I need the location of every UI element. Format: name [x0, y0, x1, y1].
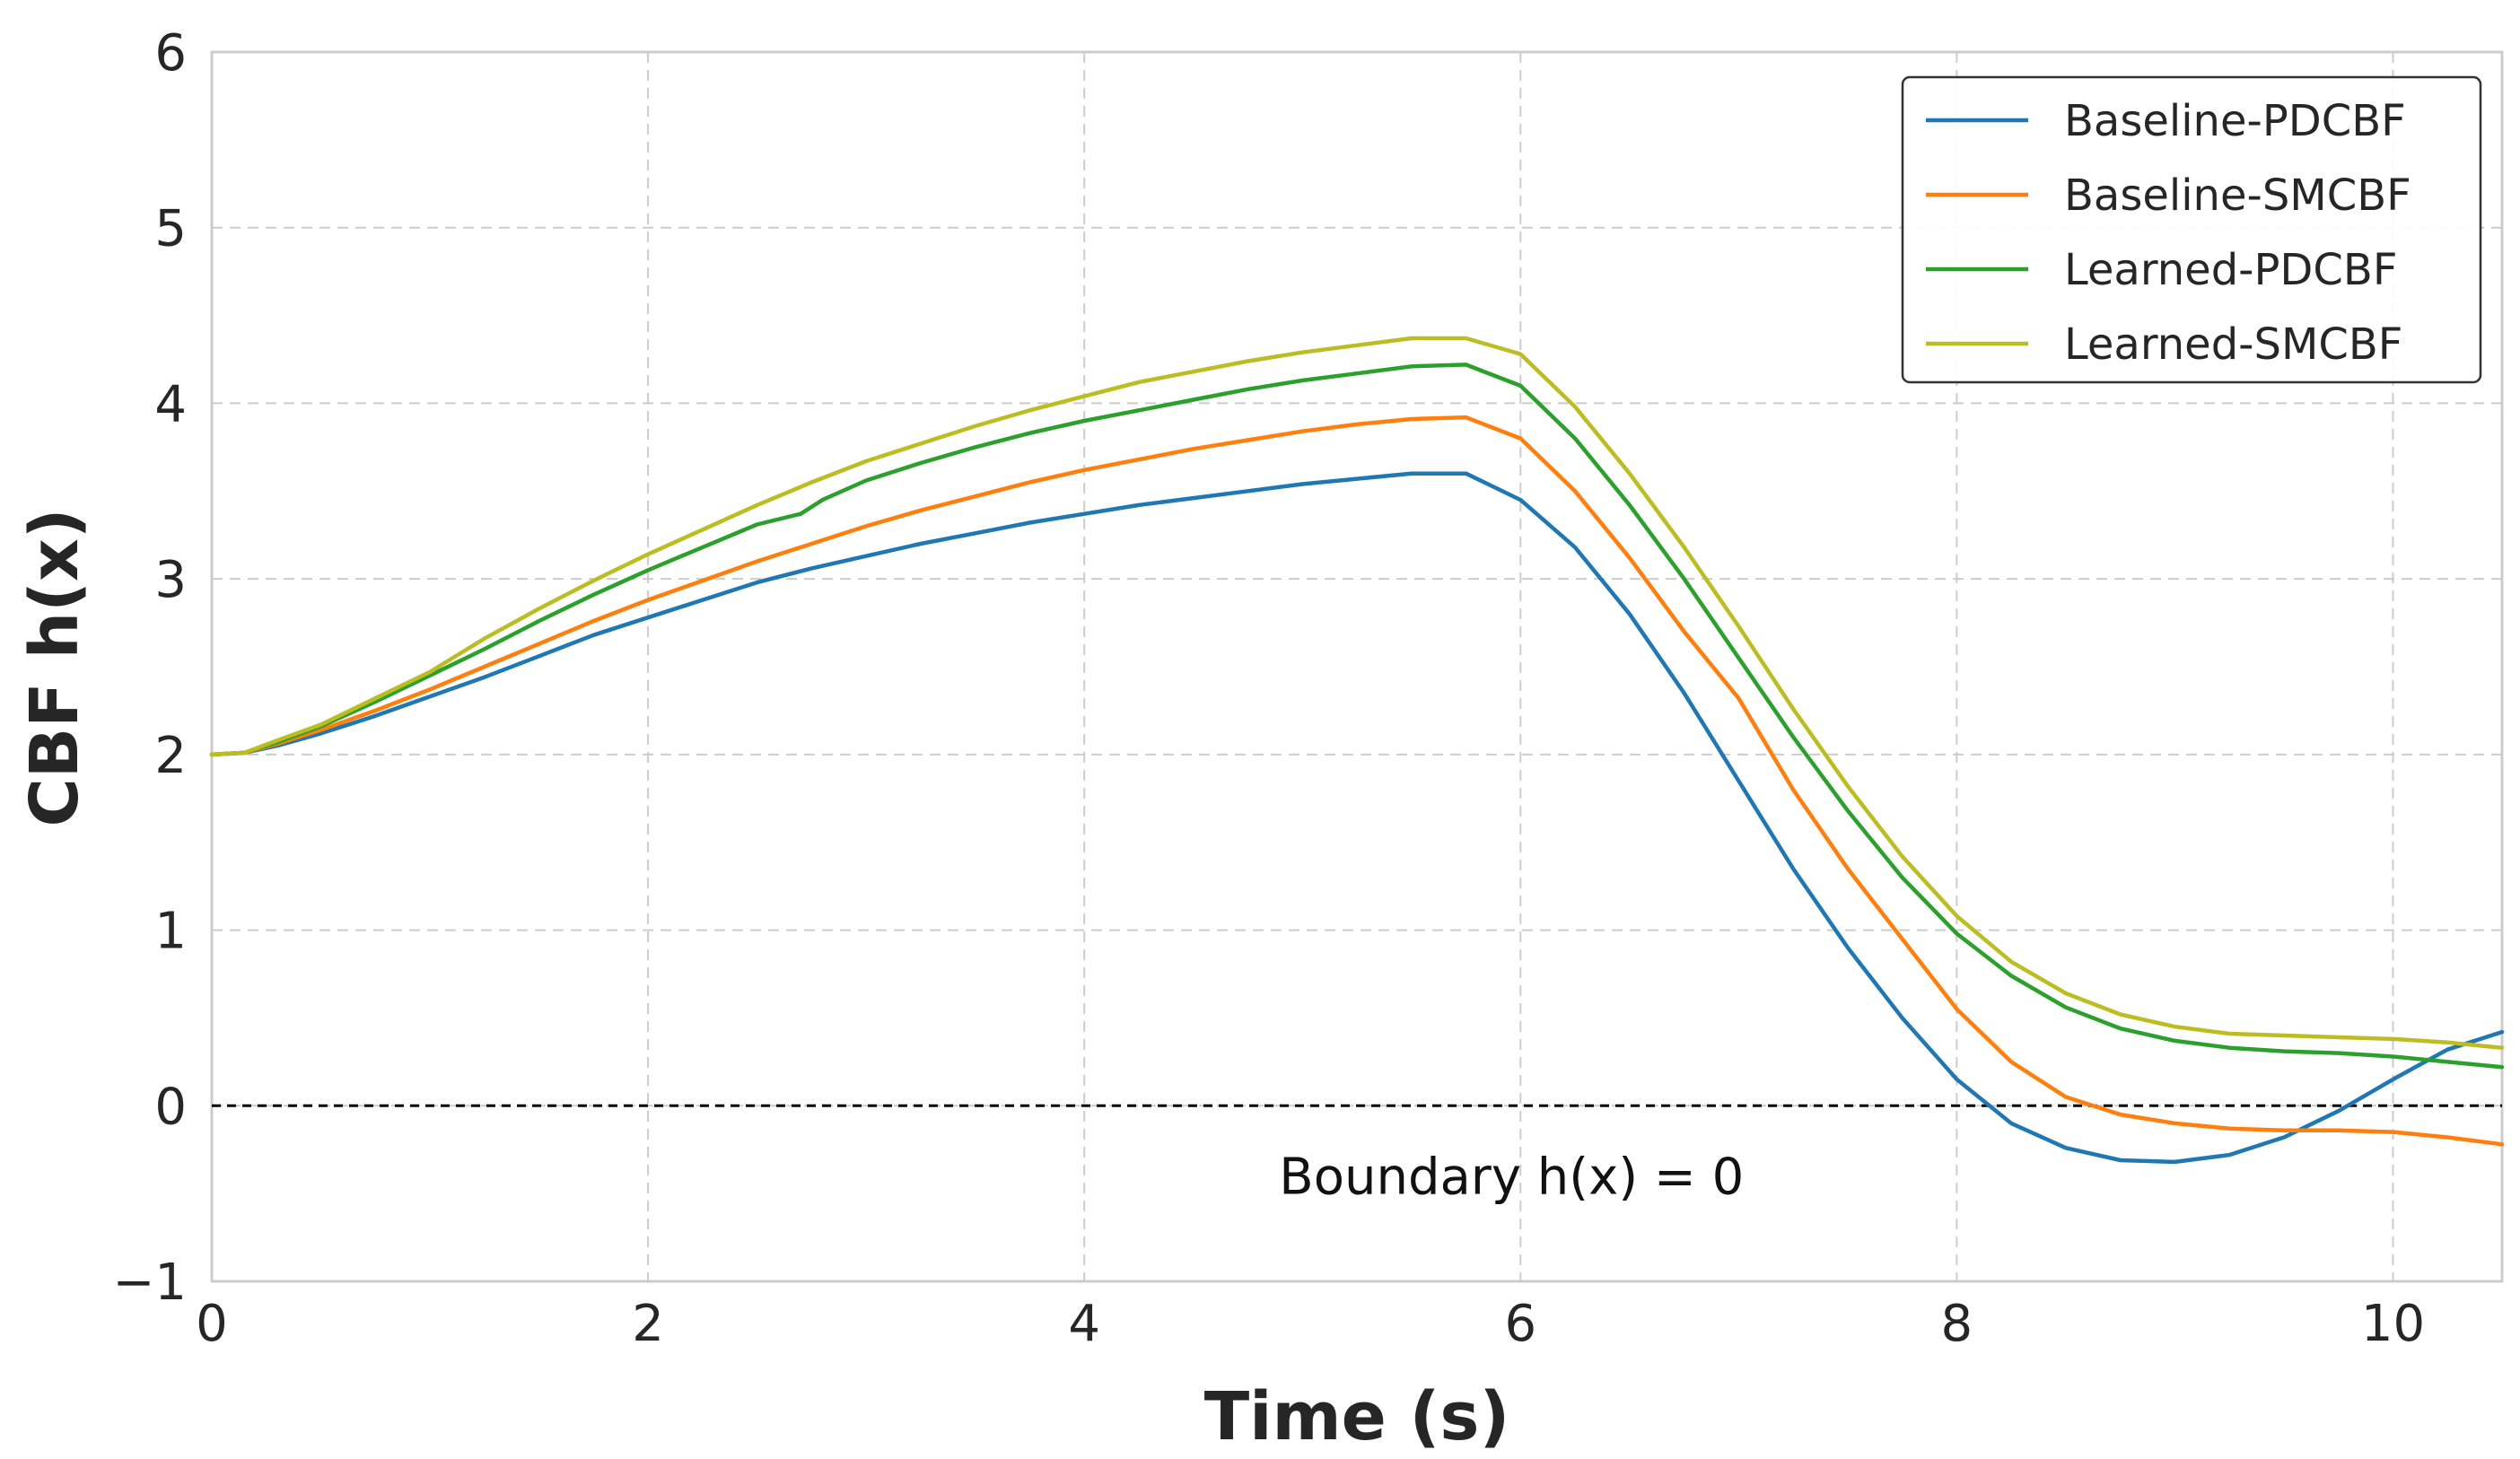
series-line-learned-smcbf [209, 336, 2505, 1050]
series-lines [209, 336, 2505, 1165]
legend-box [1901, 75, 2482, 384]
y-tick-label: 1 [154, 903, 187, 961]
y-tick-label: 6 [154, 24, 187, 83]
y-axis-label: CBF h(x) [16, 508, 93, 826]
y-tick-label: 2 [154, 727, 187, 785]
x-tick-label: 4 [1068, 1295, 1100, 1353]
legend-label: Baseline-SMCBF [2064, 170, 2411, 221]
x-tick-label: 10 [2361, 1295, 2425, 1353]
x-tick-label: 2 [632, 1295, 664, 1353]
y-tick-label: 3 [154, 551, 187, 609]
x-tick-label: 8 [1941, 1295, 1973, 1353]
legend-label: Learned-PDCBF [2064, 245, 2397, 295]
legend: Baseline-PDCBF Baseline-SMCBF Learned-PDCB… [1901, 75, 2482, 384]
y-tick-label: 4 [154, 375, 187, 433]
y-tick-label: 0 [154, 1078, 187, 1136]
x-tick-label: 6 [1504, 1295, 1536, 1353]
x-tick-label: 0 [196, 1295, 228, 1353]
legend-label: Learned-SMCBF [2064, 319, 2402, 370]
boundary-annotation: Boundary h(x) = 0 [1279, 1149, 1744, 1207]
y-tick-label: 5 [154, 200, 187, 258]
legend-label: Baseline-PDCBF [2064, 96, 2406, 146]
plot-frame [210, 50, 2504, 1283]
series-line-learned-pdcbf [209, 363, 2505, 1070]
y-tick-label: −1 [112, 1254, 187, 1312]
series-line-baseline-smcbf [209, 415, 2505, 1147]
series-line-baseline-pdcbf [209, 471, 2505, 1165]
x-axis-label: Time (s) [1204, 1378, 1510, 1455]
